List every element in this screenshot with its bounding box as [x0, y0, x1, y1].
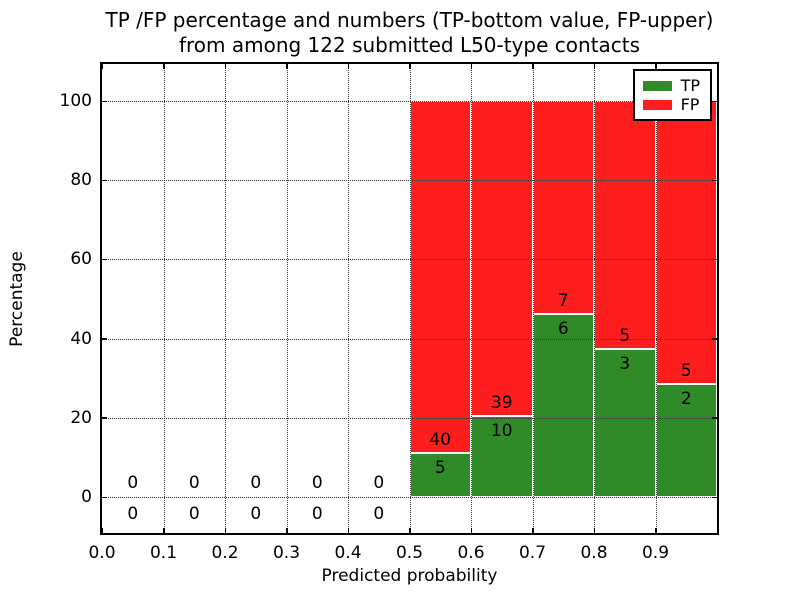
tp-count-label: 0	[127, 504, 139, 524]
y-tick-mark	[102, 417, 107, 419]
plot-area: 0 0 0 0 0 0 0 0 0 0 40 5 39 10 7 6 5 3 5 2 TP FP	[100, 62, 719, 535]
x-tick-label: 0.3	[272, 543, 301, 563]
v-gridline	[409, 64, 411, 533]
legend-row-tp: TP	[642, 75, 700, 95]
v-gridline	[594, 64, 595, 533]
x-tick-label: 0.0	[88, 543, 116, 563]
y-tick-mark	[712, 338, 717, 340]
v-gridline	[286, 64, 288, 533]
x-tick-label: 0.8	[580, 543, 608, 563]
v-gridline	[225, 64, 226, 533]
y-tick-mark	[712, 258, 717, 261]
x-tick-mark	[470, 528, 472, 533]
y-tick-mark	[102, 179, 107, 182]
v-gridline	[532, 64, 534, 533]
fp-bar-segment	[655, 101, 717, 384]
v-gridline	[471, 64, 472, 533]
v-gridline	[348, 64, 349, 533]
fp-count-label: 0	[311, 473, 323, 493]
y-tick-mark	[712, 100, 717, 102]
legend-label-fp: FP	[680, 94, 700, 114]
tp-count-label: 3	[619, 353, 631, 374]
x-axis-label: Predicted probability	[321, 566, 498, 586]
x-tick-label: 0.7	[518, 543, 547, 563]
x-tick-mark	[101, 528, 103, 533]
x-tick-label: 0.5	[395, 543, 424, 563]
y-tick-mark	[102, 496, 107, 498]
y-tick-label: 60	[70, 249, 92, 270]
x-tick-mark	[532, 528, 534, 533]
fp-count-label: 0	[250, 473, 262, 493]
y-tick-label: 40	[70, 328, 92, 349]
fp-count-label: 0	[373, 473, 385, 493]
y-tick-label: 80	[70, 170, 92, 191]
x-tick-mark	[224, 64, 226, 69]
x-tick-label: 0.2	[211, 543, 239, 563]
y-tick-mark	[102, 338, 107, 340]
tp-bar-segment	[532, 314, 594, 497]
x-tick-mark	[286, 64, 288, 69]
tp-bar-segment	[409, 453, 471, 497]
tp-count-label: 10	[490, 421, 513, 442]
tp-count-label: 5	[434, 458, 446, 478]
x-tick-label: 0.4	[334, 543, 362, 563]
x-tick-mark	[163, 64, 165, 69]
x-tick-mark	[593, 528, 595, 533]
tp-count-label: 0	[311, 504, 323, 524]
x-tick-mark	[224, 528, 226, 533]
x-tick-mark	[347, 528, 349, 533]
x-tick-mark	[470, 64, 472, 69]
fp-count-label: 7	[557, 291, 569, 312]
y-axis-label: Percentage	[7, 251, 27, 347]
fp-bar-segment	[471, 101, 533, 417]
legend-label-tp: TP	[680, 75, 700, 95]
tp-count-label: 0	[373, 504, 385, 524]
fp-count-label: 5	[680, 360, 692, 381]
x-tick-mark	[409, 528, 411, 533]
legend-row-fp: FP	[642, 94, 700, 114]
fp-count-label: 5	[619, 325, 631, 346]
x-tick-mark	[593, 64, 595, 69]
fp-bar-segment	[532, 101, 594, 315]
y-tick-mark	[102, 100, 107, 102]
fp-count-label: 39	[490, 393, 513, 414]
fp-count-label: 0	[188, 473, 200, 493]
y-tick-label: 0	[81, 487, 92, 507]
x-tick-label: 0.9	[641, 543, 670, 563]
x-tick-mark	[655, 64, 657, 69]
tp-count-label: 2	[680, 388, 692, 409]
fp-bar-segment	[594, 101, 656, 349]
fp-bar-segment	[409, 101, 471, 453]
x-tick-mark	[101, 64, 103, 69]
tp-color-swatch	[642, 80, 672, 91]
y-tick-label: 20	[70, 407, 92, 428]
y-tick-mark	[712, 417, 717, 419]
fp-count-label: 40	[429, 430, 452, 450]
chart-title: TP /FP percentage and numbers (TP-bottom…	[100, 8, 719, 58]
fp-count-label: 0	[127, 473, 139, 493]
tp-count-label: 6	[557, 319, 569, 340]
x-tick-mark	[286, 528, 288, 533]
y-tick-label: 100	[59, 91, 92, 111]
chart-title-line1: TP /FP percentage and numbers (TP-bottom…	[105, 8, 714, 32]
x-tick-mark	[163, 528, 165, 533]
y-tick-mark	[102, 258, 107, 261]
y-tick-mark	[712, 496, 717, 498]
tp-count-label: 0	[250, 504, 262, 524]
x-tick-label: 0.1	[149, 543, 178, 563]
chart-title-line2: from among 122 submitted L50-type contac…	[178, 33, 641, 57]
x-tick-label: 0.6	[457, 543, 485, 563]
tp-count-label: 0	[188, 504, 200, 524]
x-tick-mark	[347, 64, 349, 69]
x-tick-mark	[532, 64, 534, 69]
x-tick-mark	[409, 64, 411, 69]
v-gridline	[655, 64, 657, 533]
y-tick-mark	[712, 179, 717, 182]
fp-color-swatch	[642, 99, 672, 110]
x-tick-mark	[655, 528, 657, 533]
v-gridline	[163, 64, 165, 533]
legend: TP FP	[632, 69, 712, 121]
